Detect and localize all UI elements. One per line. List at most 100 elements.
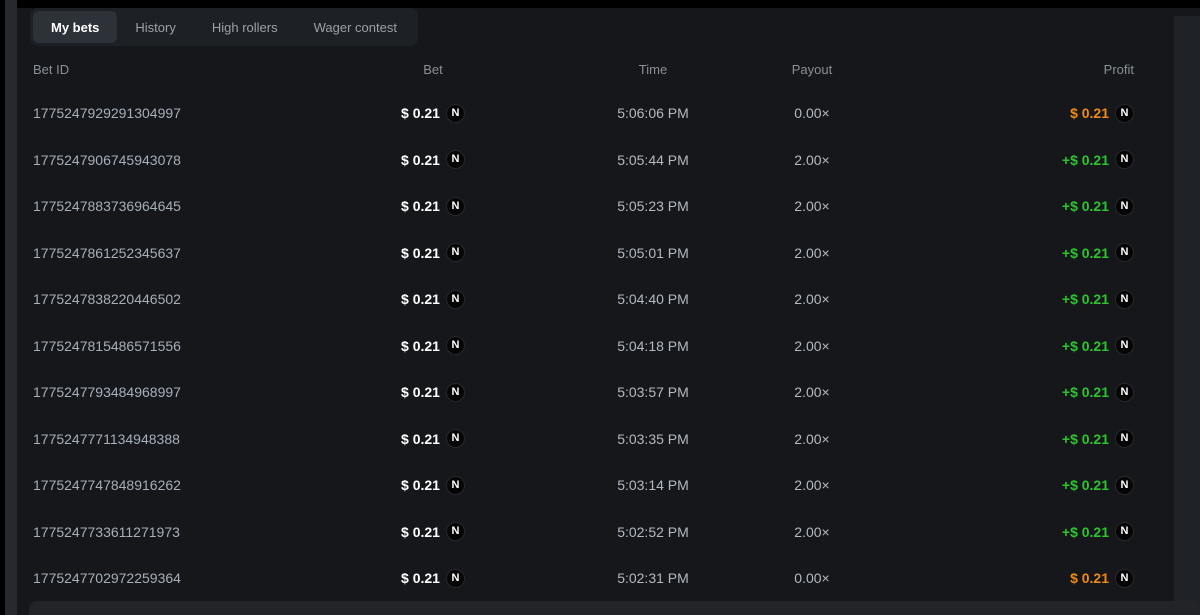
bet-amount: $ 0.21 N: [401, 103, 465, 123]
column-header-bet: Bet: [423, 61, 443, 77]
profit-amount-value: +$ 0.21: [1061, 430, 1109, 447]
bet-amount: $ 0.21 N: [401, 568, 465, 588]
profit-amount-value: +$ 0.21: [1061, 337, 1109, 354]
nano-coin-icon: N: [1115, 103, 1134, 123]
bet-amount: $ 0.21 N: [401, 150, 465, 170]
bet-amount-value: $ 0.21: [401, 523, 440, 540]
nano-coin-icon: N: [445, 336, 465, 356]
tab-my-bets[interactable]: My bets: [33, 11, 118, 43]
left-gutter: [5, 0, 17, 615]
bet-amount-value: $ 0.21: [401, 430, 440, 447]
nano-coin-icon: N: [445, 289, 465, 309]
bet-time-value: 5:06:06 PM: [617, 105, 689, 122]
nano-coin-icon: N: [1115, 429, 1134, 449]
bet-time-value: 5:03:14 PM: [617, 477, 689, 494]
profit-amount: $ 0.21 N: [1070, 568, 1134, 588]
bet-time-value: 5:05:44 PM: [617, 151, 689, 168]
profit-amount: +$ 0.21 N: [1061, 243, 1134, 263]
bet-amount: $ 0.21 N: [401, 289, 465, 309]
tab-wager-contest[interactable]: Wager contest: [313, 19, 397, 35]
tab-high-rollers[interactable]: High rollers: [211, 19, 278, 35]
bet-amount: $ 0.21 N: [401, 196, 465, 216]
nano-coin-icon: N: [1115, 382, 1134, 402]
nano-coin-icon: N: [1115, 243, 1134, 263]
table-header-row: Bet ID Bet Time Payout Profit: [17, 54, 1174, 84]
payout-multiplier-value: 2.00×: [794, 151, 830, 168]
bet-id-value: 1775247747848916262: [33, 477, 181, 494]
table-row[interactable]: 1775247906745943078 $ 0.21 N 5:05:44 PM …: [17, 137, 1174, 184]
table-row[interactable]: 1775247747848916262 $ 0.21 N 5:03:14 PM …: [17, 462, 1174, 509]
bet-id-value: 1775247733611271973: [33, 523, 180, 540]
table-row[interactable]: 1775247702972259364 $ 0.21 N 5:02:31 PM …: [17, 555, 1174, 602]
bets-table-body: 1775247929291304997 $ 0.21 N 5:06:06 PM …: [17, 90, 1174, 602]
nano-coin-icon: N: [1115, 568, 1134, 588]
profit-amount-value: +$ 0.21: [1061, 384, 1109, 401]
profit-amount-value: +$ 0.21: [1061, 151, 1109, 168]
footer-panel: [29, 601, 1200, 615]
table-row[interactable]: 1775247771134948388 $ 0.21 N 5:03:35 PM …: [17, 416, 1174, 463]
nano-coin-icon: N: [445, 103, 465, 123]
nano-coin-icon: N: [1115, 336, 1134, 356]
table-row[interactable]: 1775247815486571556 $ 0.21 N 5:04:18 PM …: [17, 323, 1174, 370]
profit-amount: +$ 0.21 N: [1062, 522, 1134, 542]
column-header-payout: Payout: [791, 61, 833, 77]
table-row[interactable]: 1775247929291304997 $ 0.21 N 5:06:06 PM …: [17, 90, 1174, 137]
table-row[interactable]: 1775247838220446502 $ 0.21 N 5:04:40 PM …: [17, 276, 1174, 323]
bet-time-value: 5:03:35 PM: [617, 430, 689, 447]
table-row[interactable]: 1775247733611271973 $ 0.21 N 5:02:52 PM …: [17, 509, 1174, 556]
profit-amount-value: $ 0.21: [1070, 105, 1109, 122]
profit-amount: +$ 0.21 N: [1061, 289, 1134, 309]
nano-coin-icon: N: [445, 150, 465, 170]
table-row[interactable]: 1775247861252345637 $ 0.21 N 5:05:01 PM …: [17, 230, 1174, 277]
bet-amount: $ 0.21 N: [401, 522, 465, 542]
table-row[interactable]: 1775247793484968997 $ 0.21 N 5:03:57 PM …: [17, 369, 1174, 416]
profit-amount-value: +$ 0.21: [1061, 291, 1109, 308]
bet-id-value: 1775247883736964645: [33, 198, 181, 215]
payout-multiplier-value: 0.00×: [794, 105, 830, 122]
bet-id-value: 1775247906745943078: [33, 151, 181, 168]
bets-panel: My bets History High rollers Wager conte…: [17, 8, 1200, 615]
nano-coin-icon: N: [445, 475, 465, 495]
column-header-bet-id: Bet ID: [33, 61, 70, 77]
bet-time-value: 5:04:18 PM: [617, 337, 689, 354]
profit-amount-value: +$ 0.21: [1061, 198, 1109, 215]
bet-id-value: 1775247838220446502: [33, 291, 181, 308]
payout-multiplier-value: 2.00×: [794, 384, 830, 401]
bet-time-value: 5:03:57 PM: [617, 384, 689, 401]
profit-amount: +$ 0.21 N: [1061, 196, 1134, 216]
table-row[interactable]: 1775247883736964645 $ 0.21 N 5:05:23 PM …: [17, 183, 1174, 230]
bet-time-value: 5:02:52 PM: [617, 523, 689, 540]
profit-amount: +$ 0.21 N: [1061, 382, 1134, 402]
payout-multiplier-value: 2.00×: [794, 244, 830, 261]
profit-amount-value: +$ 0.21: [1061, 244, 1109, 261]
bet-time-value: 5:05:23 PM: [617, 198, 689, 215]
bet-amount-value: $ 0.21: [401, 570, 440, 587]
bet-id-value: 1775247771134948388: [33, 430, 180, 447]
profit-amount: $ 0.21 N: [1070, 103, 1134, 123]
bet-time-value: 5:02:31 PM: [617, 570, 689, 587]
nano-coin-icon: N: [445, 196, 465, 216]
payout-multiplier-value: 0.00×: [794, 570, 830, 587]
tab-history[interactable]: History: [135, 19, 176, 35]
bet-id-value: 1775247929291304997: [33, 105, 181, 122]
profit-amount: +$ 0.21 N: [1061, 429, 1134, 449]
payout-multiplier-value: 2.00×: [794, 523, 830, 540]
nano-coin-icon: N: [445, 522, 465, 542]
profit-amount: +$ 0.21 N: [1061, 150, 1134, 170]
nano-coin-icon: N: [1115, 289, 1134, 309]
bet-id-value: 1775247702972259364: [33, 570, 181, 587]
column-header-time: Time: [638, 61, 668, 77]
bet-amount-value: $ 0.21: [401, 244, 440, 261]
nano-coin-icon: N: [445, 243, 465, 263]
column-header-profit: Profit: [1103, 61, 1134, 77]
bet-amount: $ 0.21 N: [401, 429, 465, 449]
bet-id-value: 1775247793484968997: [33, 384, 181, 401]
payout-multiplier-value: 2.00×: [794, 337, 830, 354]
nano-coin-icon: N: [445, 429, 465, 449]
bet-id-value: 1775247861252345637: [33, 244, 181, 261]
bet-amount: $ 0.21 N: [401, 336, 465, 356]
payout-multiplier-value: 2.00×: [794, 198, 830, 215]
bets-tabbar: My bets History High rollers Wager conte…: [30, 8, 418, 46]
profit-amount-value: $ 0.21: [1070, 570, 1109, 587]
bet-amount-value: $ 0.21: [401, 151, 440, 168]
